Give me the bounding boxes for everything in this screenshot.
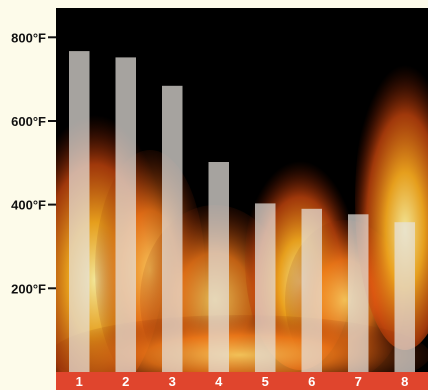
bar-6: [301, 208, 322, 372]
x-axis-labels: 1 2 3 4 5 6 7 8: [76, 374, 409, 389]
bar-7: [348, 214, 369, 372]
x-tick-label-8: 8: [401, 374, 408, 389]
y-tick-label: 200°F: [11, 281, 46, 296]
bars-group: [69, 51, 415, 373]
bar-1: [69, 51, 90, 372]
y-tick-label: 800°F: [11, 30, 46, 45]
y-tick-label: 600°F: [11, 114, 46, 129]
x-tick-label-2: 2: [122, 374, 129, 389]
y-tick-label: 400°F: [11, 198, 46, 213]
bar-8: [394, 222, 415, 372]
bar-3: [162, 85, 183, 373]
bar-5: [255, 203, 276, 372]
x-tick-label-1: 1: [76, 374, 83, 389]
y-axis: 200°F 400°F 600°F 800°F: [11, 30, 56, 296]
x-tick-label-6: 6: [308, 374, 315, 389]
plot-area: [56, 8, 428, 373]
x-tick-label-3: 3: [169, 374, 176, 389]
bar-2: [115, 57, 136, 373]
x-tick-label-4: 4: [215, 374, 223, 389]
category-band: [56, 372, 428, 390]
bar-4: [208, 162, 229, 372]
x-tick-label-5: 5: [262, 374, 269, 389]
x-tick-label-7: 7: [355, 374, 362, 389]
